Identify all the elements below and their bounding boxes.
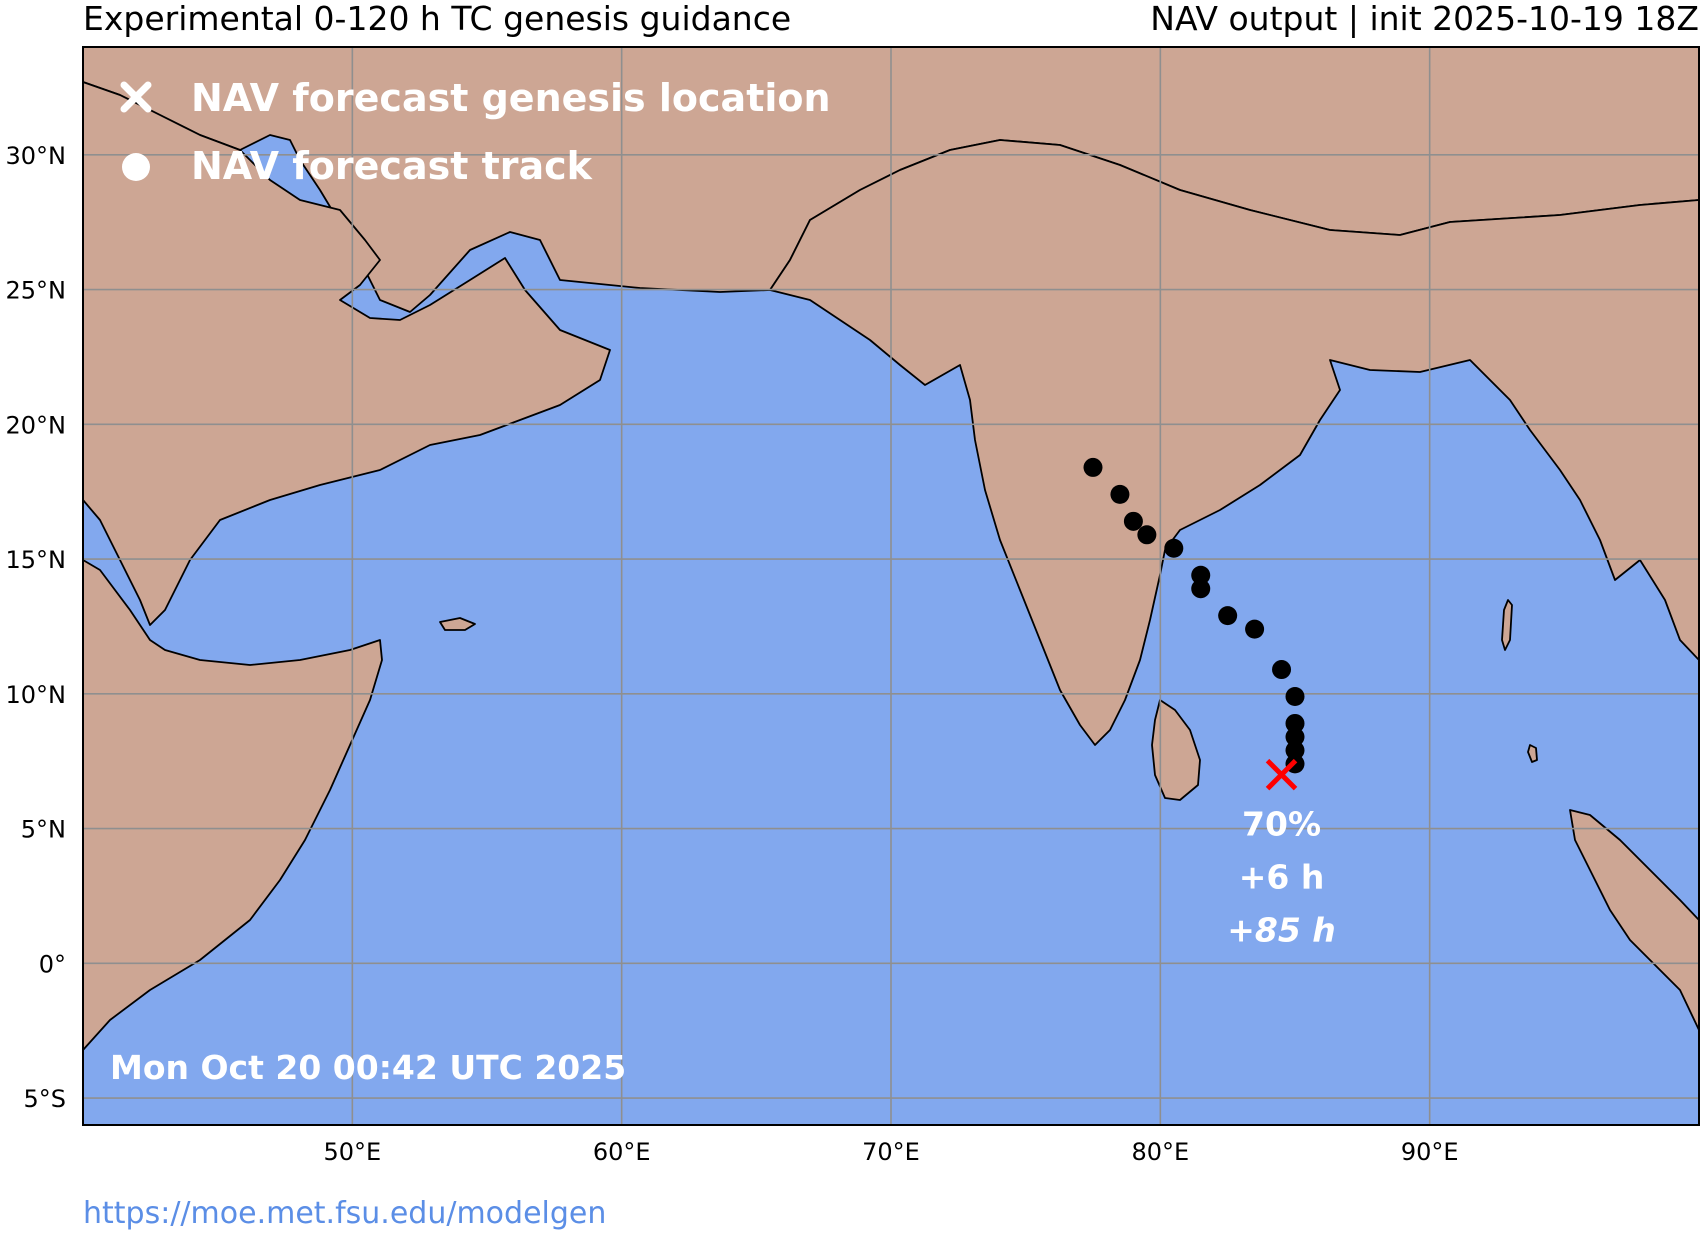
- genesis-duration: +85 h: [1227, 911, 1336, 950]
- legend-cross-icon: [120, 81, 152, 113]
- land-andaman: [1501, 599, 1513, 651]
- land-arabia: [83, 81, 611, 626]
- legend-track-label: NAV forecast track: [191, 144, 593, 188]
- x-tick-label: 80°E: [1131, 1138, 1189, 1166]
- track-point: [1245, 619, 1265, 639]
- track-point: [1164, 538, 1184, 558]
- x-tick-label: 90°E: [1401, 1138, 1459, 1166]
- land-africa: [83, 559, 383, 1051]
- y-tick-label: 10°N: [6, 681, 67, 709]
- x-tick-labels: 50°E 60°E 70°E 80°E 90°E: [323, 1138, 1458, 1166]
- model-init-label: NAV output | init 2025-10-19 18Z: [1150, 0, 1699, 38]
- genesis-probability: 70%: [1242, 805, 1321, 844]
- track-point: [1285, 686, 1305, 706]
- genesis-lead-time: +6 h: [1239, 858, 1325, 897]
- legend-dot-icon: [122, 153, 150, 181]
- forecast-track: [1083, 457, 1305, 774]
- x-tick-label: 50°E: [323, 1138, 381, 1166]
- y-tick-label: 30°N: [6, 142, 67, 170]
- track-point: [1083, 457, 1103, 477]
- y-tick-label: 25°N: [6, 277, 67, 305]
- track-point: [1110, 484, 1130, 504]
- x-tick-label: 60°E: [593, 1138, 651, 1166]
- legend-genesis-label: NAV forecast genesis location: [191, 76, 831, 120]
- track-point: [1137, 525, 1157, 545]
- land-socotra: [439, 617, 476, 631]
- y-tick-label: 0°: [39, 950, 66, 978]
- track-point: [1285, 740, 1305, 760]
- map-title: Experimental 0-120 h TC genesis guidance: [83, 0, 792, 38]
- source-link[interactable]: https://moe.met.fsu.edu/modelgen: [83, 1196, 607, 1231]
- land-sri-lanka: [1151, 699, 1201, 801]
- track-point: [1272, 660, 1292, 680]
- track-point: [1218, 606, 1238, 626]
- land-india: [769, 139, 1699, 746]
- genesis-x-stroke: [1265, 758, 1298, 791]
- y-tick-label: 15°N: [6, 546, 67, 574]
- legend: NAV forecast genesis location NAV foreca…: [120, 76, 831, 188]
- track-point: [1285, 713, 1305, 733]
- grid-lines: [83, 47, 1699, 1125]
- map-frame: [82, 46, 1700, 1126]
- land-sumatra: [1569, 809, 1699, 1031]
- y-tick-label: 5°S: [23, 1085, 66, 1113]
- y-tick-labels: 30°N 25°N 20°N 15°N 10°N 5°N 0° 5°S: [6, 142, 67, 1113]
- y-tick-label: 20°N: [6, 411, 67, 439]
- y-tick-label: 5°N: [21, 816, 66, 844]
- track-point: [1191, 565, 1211, 585]
- run-timestamp: Mon Oct 20 00:42 UTC 2025: [110, 1048, 626, 1087]
- land-nicobar: [1527, 744, 1538, 763]
- genesis-marker: [1265, 758, 1298, 791]
- track-point: [1191, 579, 1211, 599]
- track-point: [1285, 727, 1305, 747]
- track-point: [1123, 511, 1143, 531]
- land-areas: [83, 47, 1699, 1051]
- x-tick-label: 70°E: [862, 1138, 920, 1166]
